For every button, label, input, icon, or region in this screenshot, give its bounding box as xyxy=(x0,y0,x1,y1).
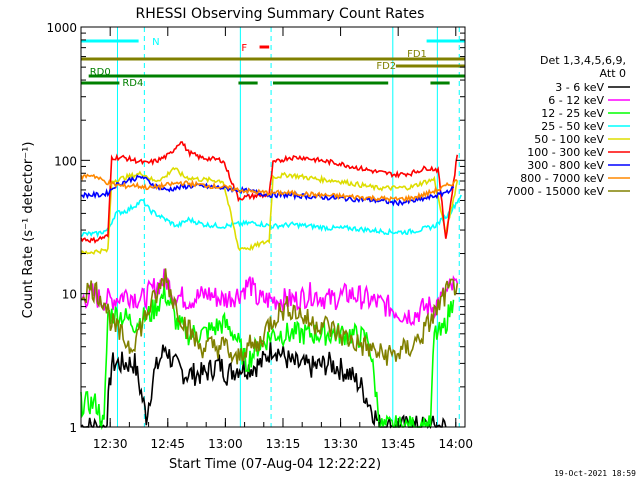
legend-label-1: 3 - 6 keV xyxy=(555,81,604,94)
flag-label-fd1: FD1 xyxy=(407,49,427,60)
flag-label-fd2: FD2 xyxy=(376,61,396,72)
legend-label-9: 7000 - 15000 keV xyxy=(506,185,604,198)
legend-label-2: 6 - 12 keV xyxy=(548,94,604,107)
x-tick-label-4: 13:15 xyxy=(266,437,301,451)
series-line-8 xyxy=(80,173,458,203)
y-tick-label-3: 100 xyxy=(54,154,77,168)
y-tick-label-1: 1 xyxy=(69,421,77,435)
flag-bars-layer: N F FD1 FD2 RD0 RD4 xyxy=(81,37,465,89)
x-tick-label-2: 12:45 xyxy=(150,437,185,451)
legend-header-line1: Det 1,3,4,5,6,9, xyxy=(540,54,626,67)
flag-label-rd0: RD0 xyxy=(90,67,111,78)
legend-label-3: 12 - 25 keV xyxy=(541,107,604,120)
series-layer xyxy=(80,141,462,431)
x-tick-label-6: 13:45 xyxy=(381,437,416,451)
y-axis-label: Count Rate (s⁻¹ detector⁻¹) xyxy=(21,142,36,319)
legend-label-5: 50 - 100 keV xyxy=(534,133,604,146)
x-tick-label-3: 13:00 xyxy=(208,437,243,451)
legend-label-7: 300 - 800 keV xyxy=(527,159,604,172)
x-tick-label-7: 14:00 xyxy=(438,437,473,451)
x-tick-label-5: 13:30 xyxy=(323,437,358,451)
x-tick-label-1: 12:30 xyxy=(93,437,128,451)
series-line-9 xyxy=(80,268,459,366)
legend-label-8: 800 - 7000 keV xyxy=(520,172,604,185)
x-axis-label: Start Time (07-Aug-04 12:22:22) xyxy=(169,457,381,472)
flag-label-f: F xyxy=(241,43,247,54)
plot-frame xyxy=(80,26,466,428)
flag-label-n: N xyxy=(152,37,159,48)
legend-label-6: 100 - 300 keV xyxy=(527,146,604,159)
flag-label-rd4: RD4 xyxy=(122,78,143,89)
plot-lines-layer xyxy=(116,27,460,427)
y-tick-label-4: 1000 xyxy=(46,21,77,35)
chart-title: RHESSI Observing Summary Count Rates xyxy=(136,6,425,22)
legend-header-line2: Att 0 xyxy=(600,67,626,80)
legend-label-4: 25 - 50 keV xyxy=(541,120,604,133)
timestamp: 19-Oct-2021 18:59 xyxy=(554,469,636,478)
series-line-2 xyxy=(80,268,459,327)
series-line-4 xyxy=(80,194,462,239)
series-line-5 xyxy=(80,166,459,256)
y-tick-label-2: 10 xyxy=(62,288,77,302)
axes-layer: 1 10 100 1000 12:30 12:45 13:00 13:15 13:30 13:45… xyxy=(46,21,473,451)
